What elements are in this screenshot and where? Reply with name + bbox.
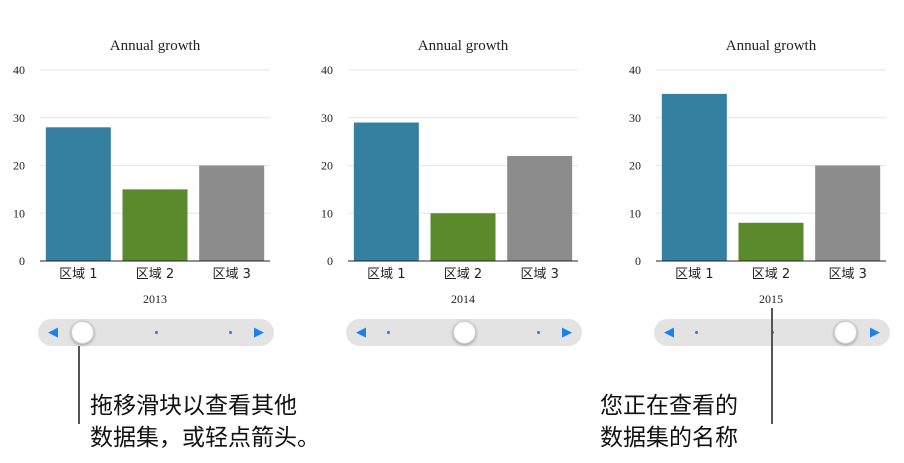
slider-dot xyxy=(387,331,390,334)
slider-thumb[interactable] xyxy=(71,321,94,344)
x-tick-label: 区域 1 xyxy=(367,267,405,282)
bar-1 xyxy=(45,127,111,261)
y-tick-label: 10 xyxy=(629,206,641,220)
x-tick-label: 区域 1 xyxy=(675,267,713,282)
y-tick-label: 0 xyxy=(19,254,25,268)
dataset-slider[interactable]: ◀ ▶ xyxy=(346,319,582,346)
dataset-name-label: 2015 xyxy=(759,292,783,306)
y-tick-label: 30 xyxy=(629,111,641,125)
y-tick-label: 10 xyxy=(13,206,25,220)
slider-dot xyxy=(155,331,158,334)
y-tick-label: 20 xyxy=(13,159,25,173)
slider-dot xyxy=(695,331,698,334)
y-tick-label: 40 xyxy=(629,63,641,77)
x-tick-label: 区域 3 xyxy=(520,267,558,282)
x-tick-label: 区域 3 xyxy=(212,267,250,282)
y-tick-label: 0 xyxy=(635,254,641,268)
next-arrow-icon[interactable]: ▶ xyxy=(254,325,264,340)
bar-3 xyxy=(199,165,265,261)
previous-arrow-icon[interactable]: ◀ xyxy=(48,325,58,340)
dataset-name-label: 2014 xyxy=(451,292,475,306)
x-tick-label: 区域 1 xyxy=(59,267,97,282)
y-tick-label: 20 xyxy=(321,159,333,173)
chart-title: Annual growth xyxy=(109,38,201,54)
callout-line-slider xyxy=(78,346,80,424)
y-tick-label: 30 xyxy=(13,111,25,125)
bar-2 xyxy=(122,189,188,261)
y-tick-label: 30 xyxy=(321,111,333,125)
y-tick-label: 20 xyxy=(629,159,641,173)
callout-dataset-name: 您正在查看的 数据集的名称 xyxy=(600,390,738,454)
bar-2 xyxy=(738,222,804,261)
bar-chart-svg: 0 10 20 30 40 区域 1 区域 2 区域 3 xyxy=(13,63,270,282)
bar-3 xyxy=(507,155,573,261)
dataset-name-label: 2013 xyxy=(143,292,167,306)
bar-1 xyxy=(353,122,419,262)
callout-slider-line2: 数据集，或轻点箭头。 xyxy=(90,425,320,451)
x-tick-label: 区域 2 xyxy=(752,267,790,282)
callout-line-dataset-name xyxy=(771,308,773,424)
next-arrow-icon[interactable]: ▶ xyxy=(562,325,572,340)
slider-thumb[interactable] xyxy=(452,321,476,344)
callout-dataset-line1: 您正在查看的 xyxy=(600,393,738,419)
next-arrow-icon[interactable]: ▶ xyxy=(870,325,880,340)
slider-thumb[interactable] xyxy=(834,321,857,344)
y-tick-label: 0 xyxy=(327,254,333,268)
callout-slider-line1: 拖移滑块以查看其他 xyxy=(90,393,297,419)
chart-title: Annual growth xyxy=(725,38,817,54)
bar-3 xyxy=(815,165,881,261)
x-tick-label: 区域 2 xyxy=(136,267,174,282)
x-tick-label: 区域 3 xyxy=(828,267,866,282)
callout-slider-instruction: 拖移滑块以查看其他 数据集，或轻点箭头。 xyxy=(90,390,320,454)
chart-panel-2015: Annual growth 0 10 20 30 40 区域 1 区域 2 区域 3 2015… xyxy=(616,0,904,360)
x-tick-label: 区域 2 xyxy=(444,267,482,282)
y-tick-label: 10 xyxy=(321,206,333,220)
slider-dot xyxy=(537,331,540,334)
previous-arrow-icon[interactable]: ◀ xyxy=(664,325,674,340)
chart-title: Annual growth xyxy=(417,38,509,54)
slider-dot xyxy=(229,331,232,334)
bar-1 xyxy=(661,93,727,261)
bar-chart-svg: 0 10 20 30 40 区域 1 区域 2 区域 3 xyxy=(629,63,886,282)
bar-2 xyxy=(430,213,496,261)
previous-arrow-icon[interactable]: ◀ xyxy=(356,325,366,340)
callout-dataset-line2: 数据集的名称 xyxy=(600,425,738,451)
chart-panel-2014: Annual growth 0 10 20 30 40 区域 1 区域 2 区域 3 2014… xyxy=(308,0,608,360)
y-tick-label: 40 xyxy=(13,63,25,77)
dataset-slider[interactable]: ◀ ▶ xyxy=(38,319,274,346)
chart-panel-2013: Annual growth 0 10 20 30 40 区域 1 区域 2 区域 3 2013… xyxy=(0,0,300,360)
bar-chart-svg: 0 10 20 30 40 区域 1 区域 2 区域 3 xyxy=(321,63,578,282)
y-tick-label: 40 xyxy=(321,63,333,77)
